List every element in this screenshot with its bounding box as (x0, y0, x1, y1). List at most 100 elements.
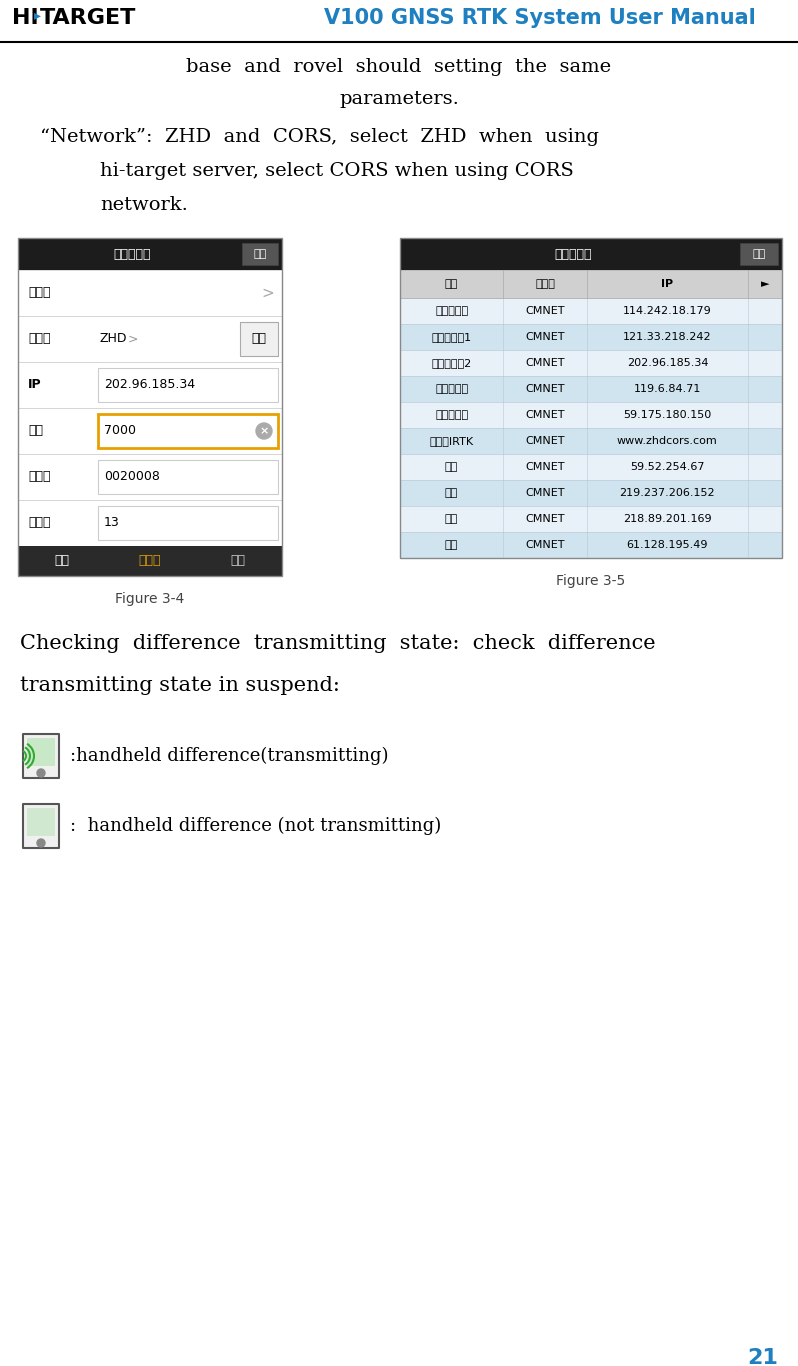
Text: :handheld difference(transmitting): :handheld difference(transmitting) (70, 747, 389, 765)
Text: CMNET: CMNET (525, 462, 565, 473)
Bar (18, 500, 282, 546)
Text: Figure 3-4: Figure 3-4 (116, 591, 184, 607)
Text: 中海达武汉: 中海达武汉 (435, 410, 468, 419)
Text: CMNET: CMNET (525, 384, 565, 393)
Text: transmitting state in suspend:: transmitting state in suspend: (20, 676, 340, 695)
Bar (240, 322, 278, 357)
Text: 添加: 添加 (753, 249, 765, 260)
Bar (18, 238, 282, 576)
Bar (400, 270, 782, 298)
Text: 分组号: 分组号 (28, 470, 50, 484)
Bar (98, 460, 278, 494)
Bar (98, 367, 278, 402)
Text: 中海达IRTK: 中海达IRTK (429, 436, 474, 447)
Bar (18, 270, 282, 316)
Text: 其他: 其他 (231, 555, 246, 567)
Text: :  handheld difference (not transmitting): : handheld difference (not transmitting) (70, 817, 441, 835)
Text: network.: network. (100, 195, 188, 214)
Text: 121.33.218.242: 121.33.218.242 (623, 332, 712, 342)
Text: TARGET: TARGET (40, 8, 136, 27)
Bar (400, 454, 782, 479)
Text: “Network”:  ZHD  and  CORS,  select  ZHD  when  using: “Network”: ZHD and CORS, select ZHD when… (40, 128, 599, 146)
Bar (18, 454, 282, 500)
Bar (400, 428, 782, 454)
Text: CMNET: CMNET (525, 436, 565, 447)
Text: 服务器: 服务器 (28, 332, 50, 346)
Circle shape (256, 423, 272, 438)
Bar (400, 402, 782, 428)
Bar (18, 362, 282, 408)
Text: 设置: 设置 (254, 249, 267, 260)
Text: base  and  rovel  should  setting  the  same: base and rovel should setting the same (187, 57, 611, 76)
Text: 59.52.254.67: 59.52.254.67 (630, 462, 705, 473)
Text: 服务器地址: 服务器地址 (555, 247, 592, 261)
Text: 219.237.206.152: 219.237.206.152 (619, 488, 715, 499)
Bar (400, 350, 782, 376)
Text: >: > (128, 332, 139, 346)
Bar (400, 531, 782, 557)
Text: CMNET: CMNET (525, 514, 565, 525)
Text: 119.6.84.71: 119.6.84.71 (634, 384, 701, 393)
Text: 设置移动站: 设置移动站 (113, 247, 151, 261)
Text: 61.128.195.49: 61.128.195.49 (626, 540, 708, 550)
Text: 0020008: 0020008 (104, 470, 160, 484)
Bar (400, 238, 782, 270)
Bar (23, 734, 59, 779)
Bar (18, 316, 282, 362)
Text: HI: HI (12, 8, 38, 27)
Text: 名称: 名称 (445, 279, 458, 290)
Text: IP: IP (662, 279, 674, 290)
Text: 中海达成都: 中海达成都 (435, 384, 468, 393)
Text: CMNET: CMNET (525, 358, 565, 367)
Bar (400, 505, 782, 531)
Text: 202.96.185.34: 202.96.185.34 (626, 358, 708, 367)
Bar (18, 238, 282, 270)
Text: Figure 3-5: Figure 3-5 (556, 574, 626, 587)
Text: hi-target server, select CORS when using CORS: hi-target server, select CORS when using… (100, 163, 574, 180)
Bar (98, 505, 278, 540)
Text: ▸: ▸ (34, 8, 41, 22)
Text: CMNET: CMNET (525, 540, 565, 550)
Text: ×: × (259, 426, 269, 436)
Text: CMNET: CMNET (525, 332, 565, 342)
Text: 21: 21 (747, 1348, 778, 1366)
Text: CMNET: CMNET (525, 488, 565, 499)
Text: ZHD: ZHD (100, 332, 128, 346)
Circle shape (37, 769, 45, 777)
Text: CMNET: CMNET (525, 306, 565, 316)
Text: 成都: 成都 (445, 514, 458, 525)
Bar (400, 376, 782, 402)
Text: 59.175.180.150: 59.175.180.150 (623, 410, 712, 419)
Text: ►: ► (760, 279, 769, 290)
Bar (740, 243, 778, 265)
Bar (23, 805, 59, 848)
Text: 北京: 北京 (445, 488, 458, 499)
Text: >: > (262, 285, 275, 301)
Bar (400, 479, 782, 505)
Text: 13: 13 (104, 516, 120, 530)
Text: 202.96.185.34: 202.96.185.34 (104, 378, 196, 392)
Text: 218.89.201.169: 218.89.201.169 (623, 514, 712, 525)
Bar (18, 408, 282, 454)
Bar (27, 809, 55, 836)
Bar (27, 738, 55, 766)
Bar (400, 298, 782, 324)
Text: 配置: 配置 (54, 555, 69, 567)
Text: Checking  difference  transmitting  state:  check  difference: Checking difference transmitting state: … (20, 634, 656, 653)
Text: 小组号: 小组号 (28, 516, 50, 530)
Text: 114.242.18.179: 114.242.18.179 (623, 306, 712, 316)
Text: 运营商: 运营商 (28, 287, 50, 299)
Text: 7000: 7000 (104, 425, 136, 437)
Bar (18, 546, 282, 576)
Bar (400, 324, 782, 350)
Text: CMNET: CMNET (525, 410, 565, 419)
Bar (98, 414, 278, 448)
Text: www.zhdcors.com: www.zhdcors.com (617, 436, 717, 447)
Circle shape (37, 839, 45, 847)
Bar (400, 238, 782, 557)
Text: 江西: 江西 (445, 462, 458, 473)
Text: 中海达广坹2: 中海达广坹2 (432, 358, 472, 367)
Text: 运营商: 运营商 (535, 279, 555, 290)
Text: 端口: 端口 (28, 425, 43, 437)
Bar (242, 243, 278, 265)
